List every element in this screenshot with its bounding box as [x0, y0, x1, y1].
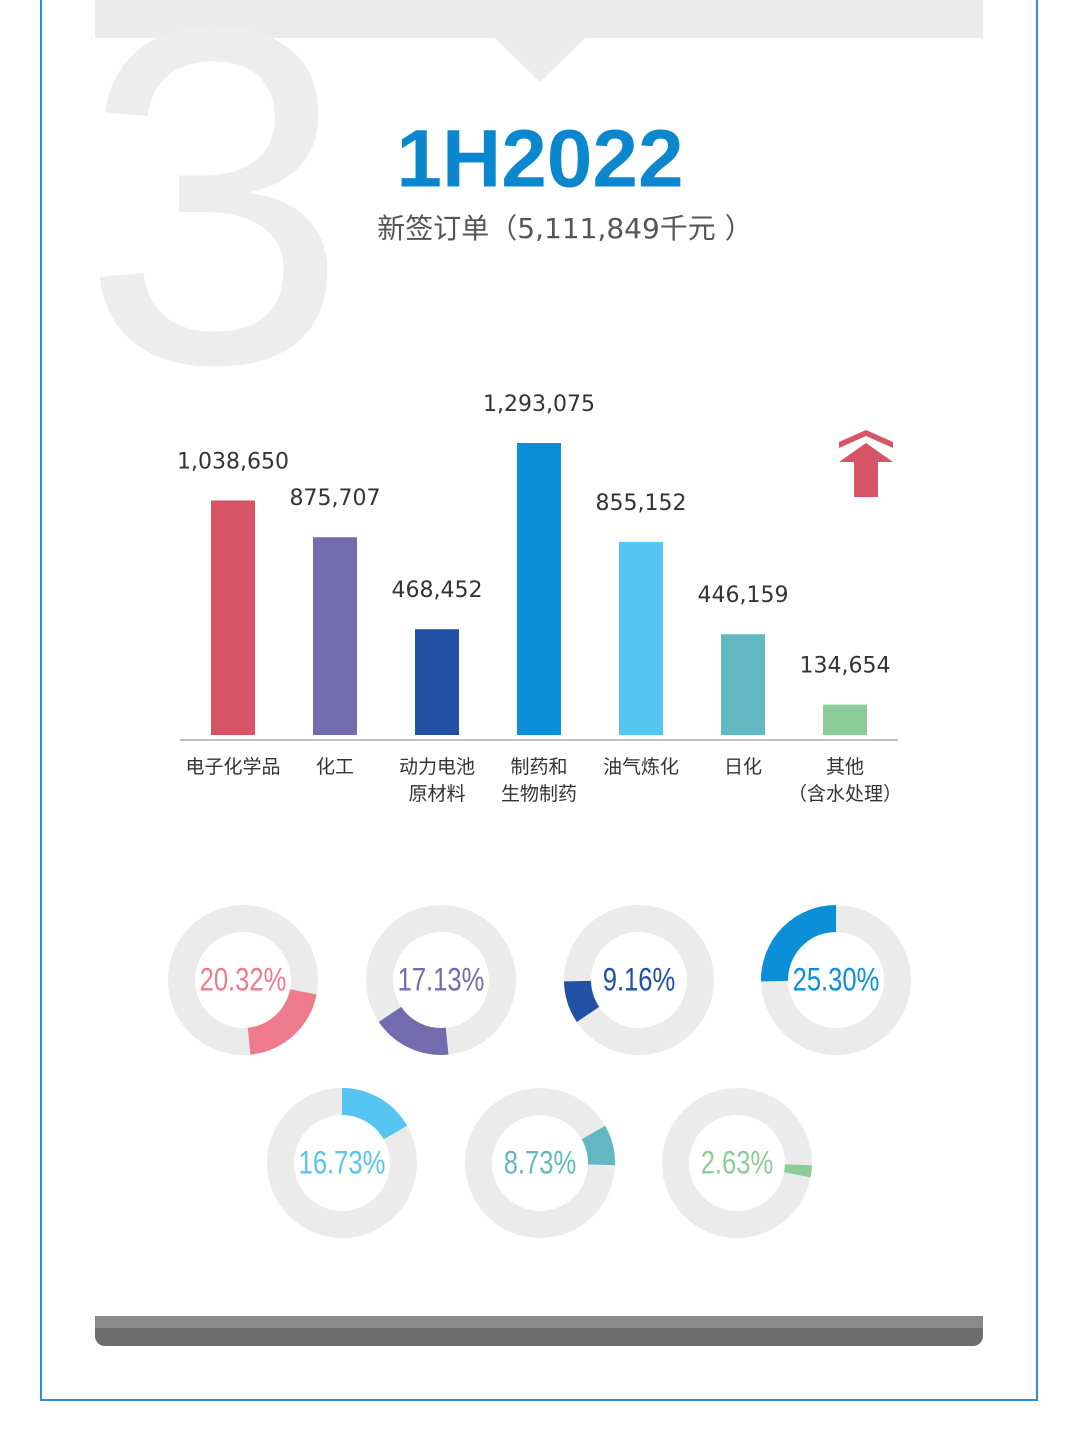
value-label: 875,707	[290, 486, 381, 511]
category-label: 电子化学品	[185, 756, 280, 778]
value-label: 468,452	[392, 578, 483, 603]
donut-segment	[247, 988, 317, 1055]
donut-segment	[581, 1125, 615, 1166]
donut-track	[564, 905, 714, 1055]
bar	[415, 629, 459, 735]
card-footer-shine	[95, 1316, 983, 1328]
card-header	[95, 0, 983, 38]
donut-label: 17.13%	[398, 963, 485, 998]
big-number-decoration: 3	[82, 0, 349, 464]
donut-label: 20.32%	[200, 963, 287, 998]
bar	[619, 541, 663, 735]
donut-track	[662, 1088, 812, 1238]
donut-segment	[784, 1164, 812, 1178]
bar	[313, 537, 357, 735]
bar	[823, 704, 867, 735]
value-label: 1,293,075	[483, 392, 595, 417]
value-label: 134,654	[800, 654, 891, 679]
bar	[517, 443, 561, 735]
category-label: 化工	[316, 756, 354, 778]
donut-segment	[378, 1006, 449, 1055]
donut-segment	[564, 980, 600, 1022]
donut-label: 8.73%	[504, 1146, 577, 1181]
donut-segment	[761, 905, 837, 982]
category-label: 日化	[724, 756, 762, 778]
category-label: 油气炼化	[603, 756, 679, 778]
bar	[721, 634, 765, 735]
donut-label: 16.73%	[299, 1146, 386, 1181]
title: 1H2022	[396, 114, 683, 205]
frame	[40, 0, 1038, 1401]
bar	[211, 500, 255, 735]
donut-label: 2.63%	[701, 1146, 774, 1181]
value-label: 855,152	[596, 491, 687, 516]
value-label: 1,038,650	[177, 449, 289, 474]
subtitle: 新签订单（5,111,849千元 ）	[377, 212, 752, 245]
category-label: 动力电池原材料	[399, 756, 475, 805]
up-arrow-icon	[839, 430, 893, 497]
category-label: 制药和生物制药	[501, 756, 577, 805]
donut-track	[267, 1088, 417, 1238]
notch	[495, 38, 585, 82]
donut-label: 25.30%	[793, 963, 880, 998]
donut-label: 9.16%	[603, 963, 676, 998]
value-label: 446,159	[698, 583, 789, 608]
category-label: 其他（含水处理）	[788, 756, 902, 805]
donut-segment	[341, 1088, 408, 1140]
donut-track	[168, 905, 318, 1055]
